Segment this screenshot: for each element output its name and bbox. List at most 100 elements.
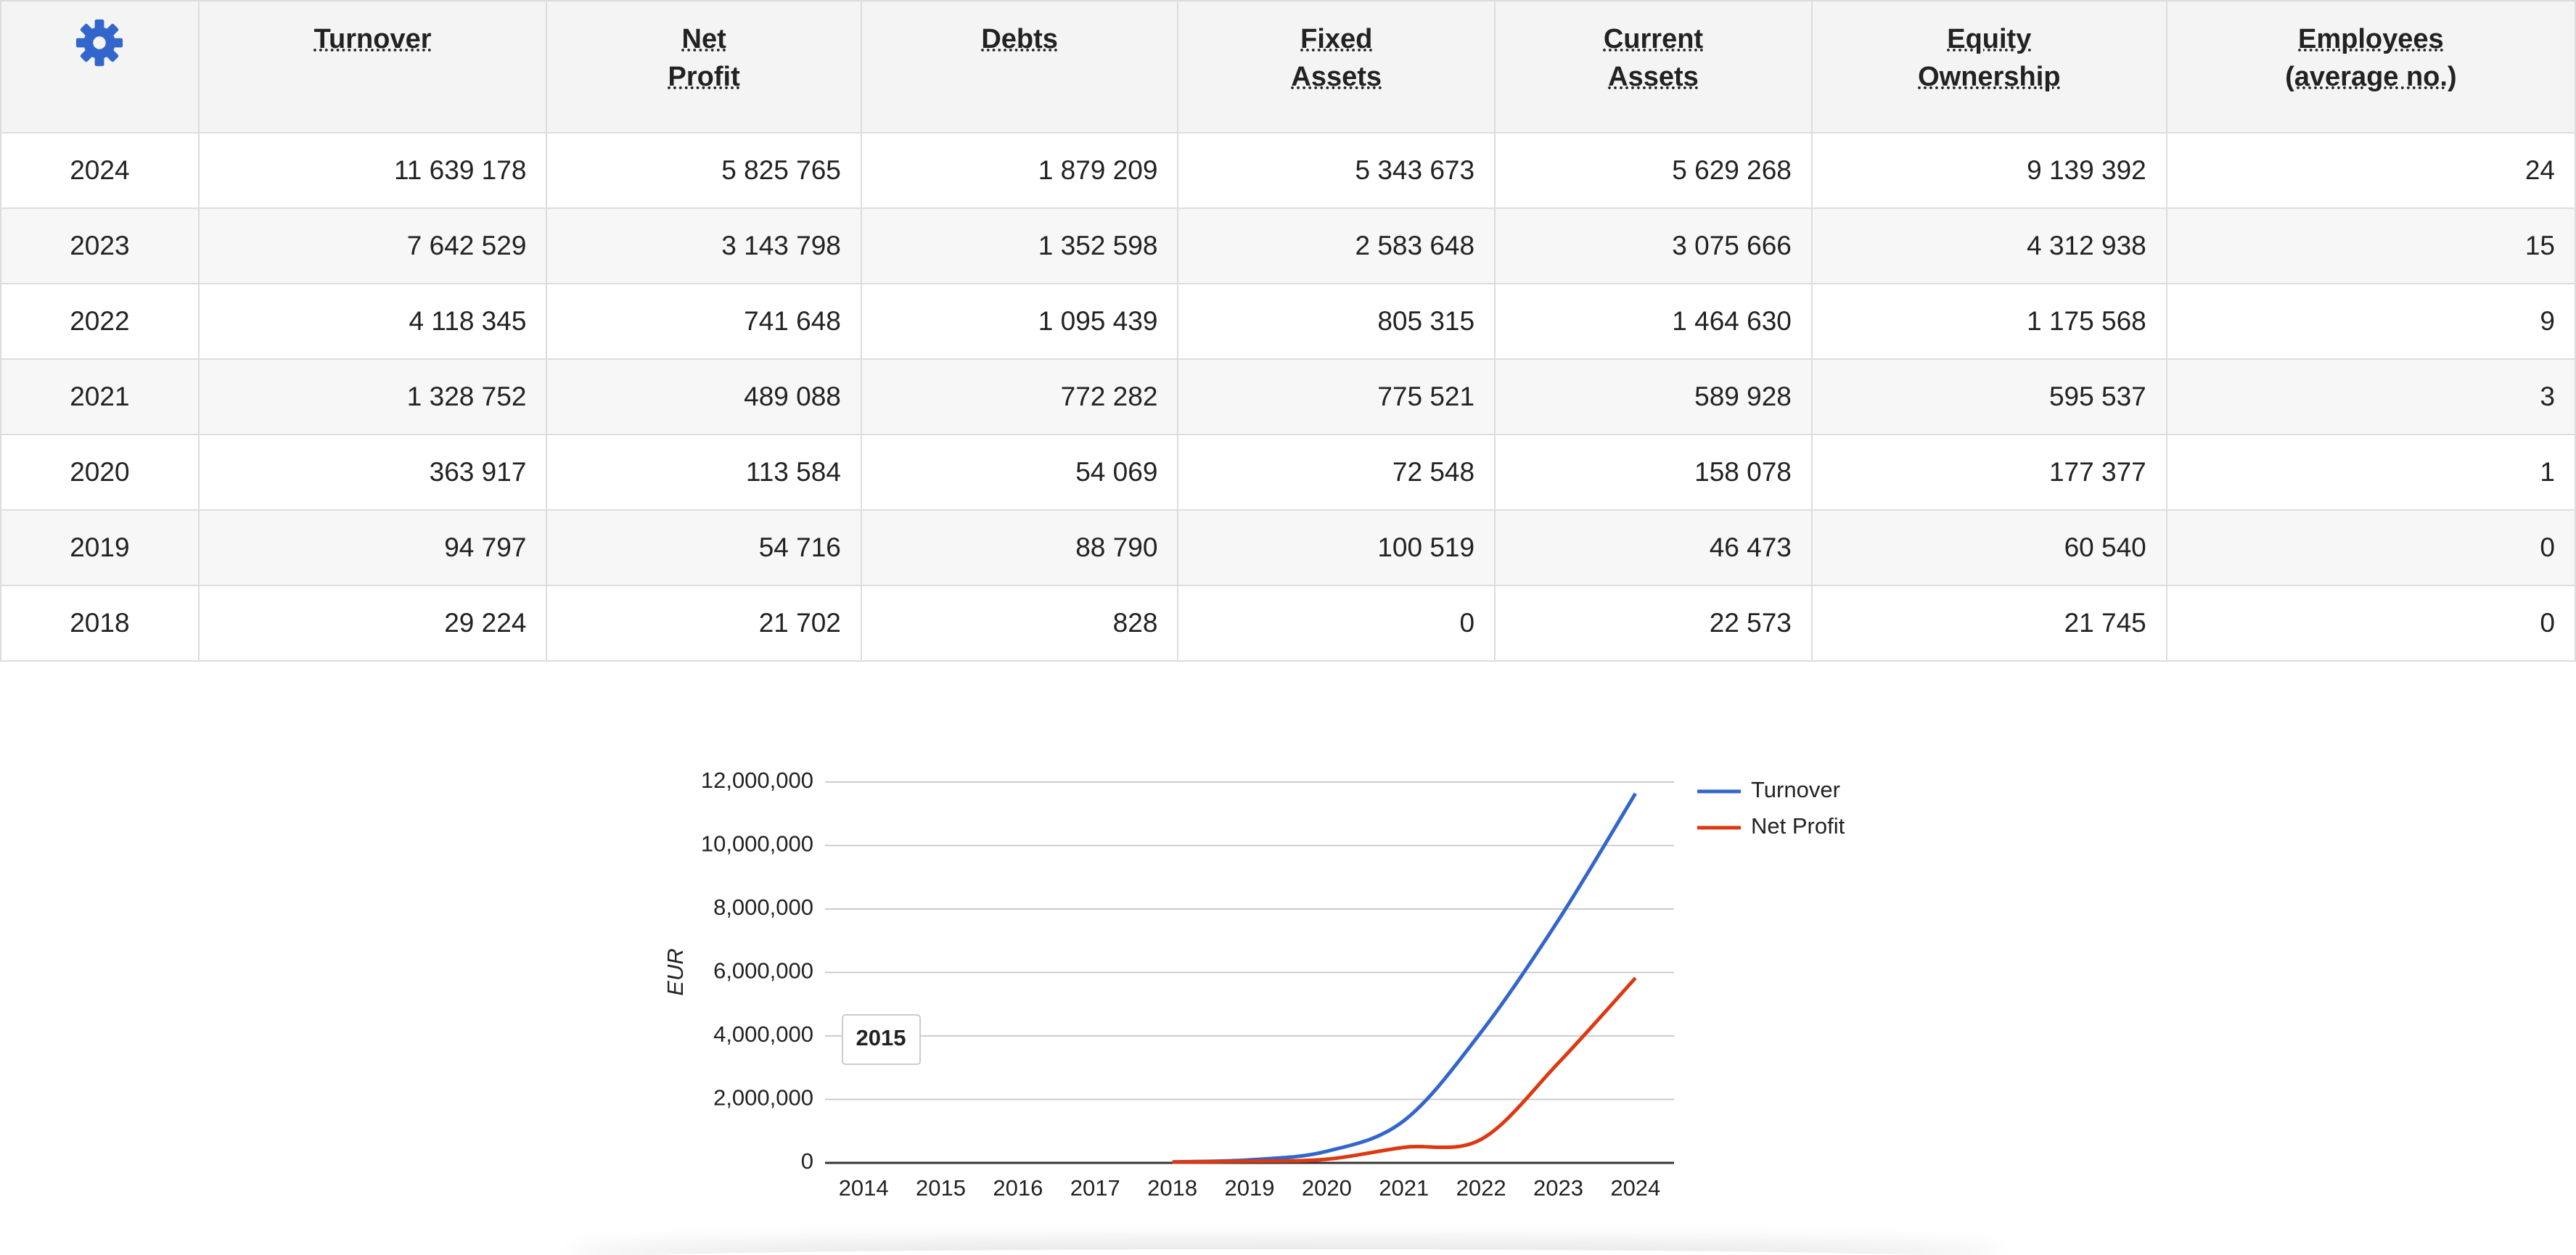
legend-label: Net Profit [1751, 813, 1845, 839]
table-row: 2024 11 639 178 5 825 765 1 879 209 5 343 67… [0, 132, 2576, 209]
table-cell: 72 548 [1177, 434, 1496, 511]
table-cell: 741 648 [546, 283, 862, 360]
y-tick-label: 12,000,000 [701, 768, 813, 793]
table-cell: 100 519 [1177, 509, 1496, 586]
table-cell: 2024 [0, 132, 200, 209]
y-axis-label: EUR [663, 948, 688, 995]
x-tick-label: 2014 [839, 1175, 889, 1201]
y-tick-label: 10,000,000 [701, 831, 813, 857]
y-tick-label: 0 [801, 1148, 813, 1174]
table-cell: 54 716 [546, 509, 862, 586]
table-row: 2021 1 328 752 489 088 772 282 775 521 589 92… [0, 358, 2576, 435]
header-text: Fixed [1300, 24, 1373, 54]
header-text: Assets [1291, 62, 1382, 92]
header-cell: Current Assets [1494, 0, 1813, 133]
header-cell: Debts [860, 0, 1179, 133]
table-row: 2019 94 797 54 716 88 790 100 519 46 473 60 54… [0, 509, 2576, 586]
table-cell: 5 629 268 [1494, 132, 1813, 209]
x-tick-label: 2020 [1302, 1175, 1352, 1201]
settings-icon[interactable] [74, 17, 125, 68]
table-row: 2023 7 642 529 3 143 798 1 352 598 2 583 648… [0, 207, 2576, 284]
table-cell: 2018 [0, 585, 200, 662]
table-cell: 24 [2165, 132, 2576, 209]
table-cell: 772 282 [860, 358, 1179, 435]
header-cell: Fixed Assets [1177, 0, 1496, 133]
table-row: 2018 29 224 21 702 828 0 22 573 21 745 0 [0, 585, 2576, 662]
table-cell: 0 [2165, 509, 2576, 586]
header-text: (average no.) [2285, 62, 2457, 92]
x-tick-label: 2016 [993, 1175, 1043, 1201]
header-text: Turnover [313, 24, 432, 54]
table-cell: 805 315 [1177, 283, 1496, 360]
y-tick-label: 8,000,000 [713, 894, 813, 920]
x-tick-label: 2018 [1147, 1175, 1197, 1201]
table-cell: 94 797 [197, 509, 548, 586]
table-cell: 1 [2165, 434, 2576, 511]
header-cell: Employees (average no.) [2165, 0, 2576, 133]
y-tick-label: 6,000,000 [713, 958, 813, 984]
table-cell: 2019 [0, 509, 200, 586]
table-cell: 2023 [0, 207, 200, 284]
table-cell: 9 139 392 [1810, 132, 2167, 209]
table-cell: 113 584 [546, 434, 862, 511]
table-row: 2022 4 118 345 741 648 1 095 439 805 315 1 46… [0, 283, 2576, 360]
table-cell: 21 745 [1810, 585, 2167, 662]
header-cell [0, 0, 200, 133]
x-tick-label: 2017 [1070, 1175, 1120, 1201]
header-cell: Turnover [197, 0, 548, 133]
header-text: Employees [2298, 24, 2444, 54]
table-cell: 60 540 [1810, 509, 2167, 586]
x-tick-label: 2015 [916, 1175, 966, 1201]
header-text: Ownership [1918, 62, 2061, 92]
header-cell: Equity Ownership [1810, 0, 2167, 133]
table-cell: 3 [2165, 358, 2576, 435]
table-cell: 828 [860, 585, 1179, 662]
table-cell: 1 175 568 [1810, 283, 2167, 360]
table-cell: 0 [1177, 585, 1496, 662]
x-tick-label: 2022 [1456, 1175, 1506, 1201]
table-cell: 158 078 [1494, 434, 1813, 511]
header-text: Assets [1608, 62, 1699, 92]
table-cell: 54 069 [860, 434, 1179, 511]
table-cell: 46 473 [1494, 509, 1813, 586]
table-cell: 11 639 178 [197, 132, 548, 209]
header-text: Debts [981, 24, 1058, 54]
table-cell: 22 573 [1494, 585, 1813, 662]
table-cell: 4 312 938 [1810, 207, 2167, 284]
series-line [1172, 976, 1637, 1164]
table-cell: 2022 [0, 283, 200, 360]
table-cell: 4 118 345 [197, 283, 548, 360]
tooltip-text: 2015 [856, 1025, 906, 1050]
table-cell: 9 [2165, 283, 2576, 360]
table-row: 2020 363 917 113 584 54 069 72 548 158 078 177… [0, 434, 2576, 511]
table-cell: 7 642 529 [197, 207, 548, 284]
table-cell: 589 928 [1494, 358, 1813, 435]
x-tick-label: 2019 [1225, 1175, 1275, 1201]
table-cell: 1 328 752 [197, 358, 548, 435]
table-cell: 489 088 [546, 358, 862, 435]
table-cell: 3 075 666 [1494, 207, 1813, 284]
table-cell: 2 583 648 [1177, 207, 1496, 284]
table-cell: 2020 [0, 434, 200, 511]
table-cell: 1 464 630 [1494, 283, 1813, 360]
x-tick-label: 2024 [1610, 1175, 1660, 1201]
table-cell: 5 825 765 [546, 132, 862, 209]
y-tick-label: 4,000,000 [713, 1021, 813, 1047]
table-cell: 177 377 [1810, 434, 2167, 511]
y-tick-label: 2,000,000 [713, 1085, 813, 1111]
table-cell: 88 790 [860, 509, 1179, 586]
header-text: Profit [668, 62, 740, 92]
x-tick-label: 2023 [1533, 1175, 1583, 1201]
table-cell: 1 352 598 [860, 207, 1179, 284]
tooltip-box [842, 1014, 921, 1065]
financial-table: Turnover Net Profit Debts Fixed Assets Current… [0, 0, 2576, 662]
table-cell: 363 917 [197, 434, 548, 511]
header-text: Equity [1947, 24, 2032, 54]
table-cell: 21 702 [546, 585, 862, 662]
table-cell: 2021 [0, 358, 200, 435]
table-cell: 0 [2165, 585, 2576, 662]
header-row: Turnover Net Profit Debts Fixed Assets Current… [0, 0, 2576, 133]
series-line [1172, 792, 1637, 1164]
